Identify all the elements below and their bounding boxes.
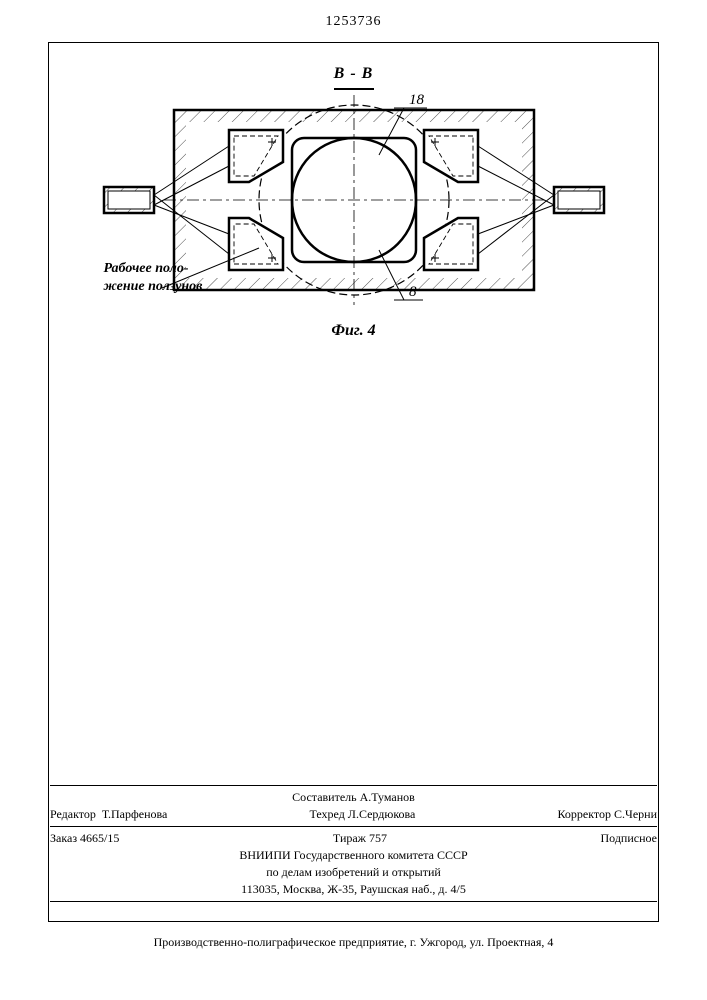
figure-4: В - В 18 8 Рабочее поло-жение ползунов Фи… — [94, 65, 614, 340]
svg-text:18: 18 — [409, 92, 425, 108]
order-number: Заказ 4665/15 — [50, 831, 119, 846]
figure-side-caption: Рабочее поло-жение ползунов — [104, 260, 203, 296]
tech-editor: Техред Л.Сердюкова — [309, 807, 415, 822]
org-line-2: по делам изобретений и открытий — [50, 864, 657, 881]
svg-text:8: 8 — [409, 284, 417, 300]
figure-number: Фиг. 4 — [94, 322, 614, 340]
compiler: Составитель А.Туманов — [50, 789, 657, 806]
section-label: В - В — [94, 65, 614, 83]
attribution-block: Составитель А.Туманов Редактор Т.Парфено… — [50, 782, 657, 905]
corrector: Корректор С.Черни — [558, 807, 657, 822]
subscription: Подписное — [601, 831, 658, 846]
page-number: 1253736 — [326, 14, 382, 30]
editor: Редактор Т.Парфенова — [50, 807, 167, 822]
org-line-1: ВНИИПИ Государственного комитета СССР — [50, 847, 657, 864]
footer: Производственно-полиграфическое предприя… — [50, 935, 657, 950]
tirazh: Тираж 757 — [333, 831, 387, 846]
org-address: 113035, Москва, Ж-35, Раушская наб., д. … — [50, 881, 657, 898]
